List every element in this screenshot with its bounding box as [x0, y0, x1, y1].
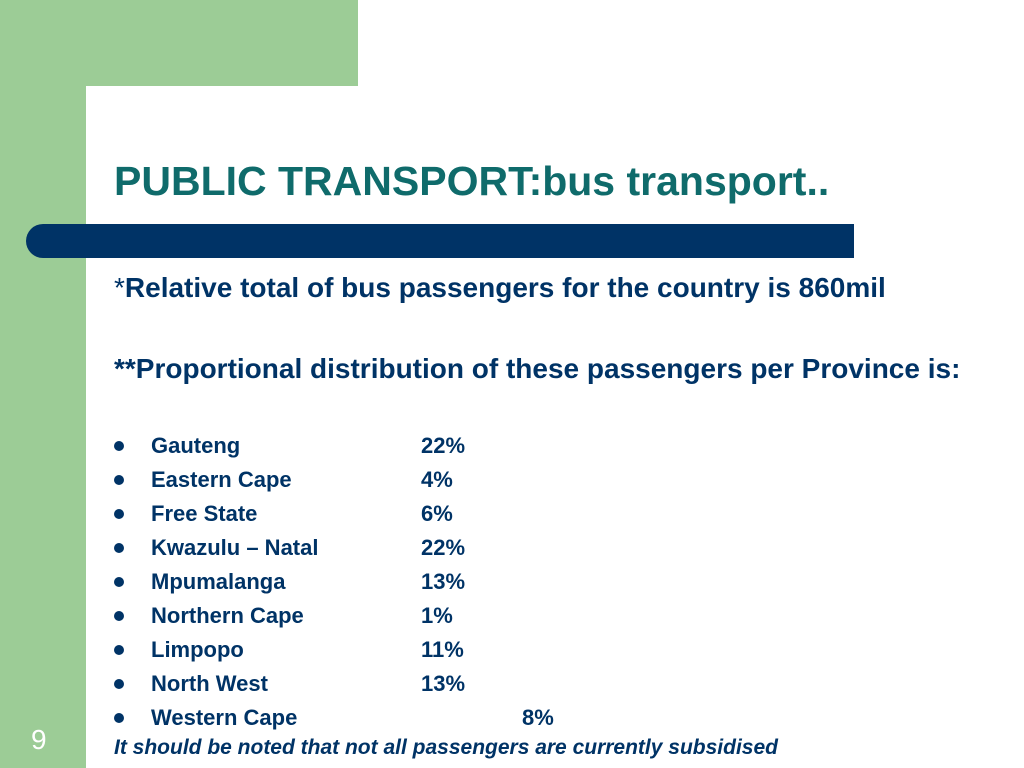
province-list: Gauteng 22% Eastern Cape 4% Free State 6…: [114, 429, 814, 735]
bullet-icon: [114, 577, 124, 587]
province-row-northern-cape: Northern Cape 1%: [114, 599, 814, 633]
bullet-icon: [114, 475, 124, 485]
bullet-icon: [114, 611, 124, 621]
bullet-icon: [114, 543, 124, 553]
title-underline-bar: [26, 224, 854, 258]
province-percent: 13%: [421, 671, 466, 696]
total-passengers-text: *Relative total of bus passengers for th…: [114, 270, 1001, 306]
province-row-eastern-cape: Eastern Cape 4%: [114, 463, 814, 497]
bullet-icon: [114, 713, 124, 723]
province-name: Mpumalanga: [151, 569, 286, 594]
province-percent: 4%: [421, 467, 453, 492]
province-name: North West: [151, 671, 268, 696]
left-green-band: [0, 0, 86, 768]
footnote-marker: *: [114, 272, 125, 303]
province-row-kwazulu-natal: Kwazulu – Natal 22%: [114, 531, 814, 565]
province-percent: 13%: [421, 569, 466, 594]
distribution-intro-text: **Proportional distribution of these pas…: [114, 353, 961, 384]
province-percent: 6%: [421, 501, 453, 526]
province-percent: 8%: [522, 705, 554, 730]
top-green-band: [0, 0, 358, 86]
province-percent: 1%: [421, 603, 453, 628]
bullet-icon: [114, 645, 124, 655]
province-row-gauteng: Gauteng 22%: [114, 429, 814, 463]
subsidy-note: It should be noted that not all passenge…: [114, 736, 778, 759]
province-row-limpopo: Limpopo 11%: [114, 633, 814, 667]
province-name: Kwazulu – Natal: [151, 535, 319, 560]
bullet-icon: [114, 441, 124, 451]
province-row-western-cape: Western Cape 8%: [114, 701, 814, 735]
slide-number: 9: [31, 724, 47, 755]
province-name: Western Cape: [151, 705, 298, 730]
bullet-icon: [114, 679, 124, 689]
province-row-free-state: Free State 6%: [114, 497, 814, 531]
province-name: Free State: [151, 501, 258, 526]
province-name: Limpopo: [151, 637, 244, 662]
content-panel: [86, 86, 1024, 768]
province-name: Northern Cape: [151, 603, 304, 628]
slide-title: PUBLIC TRANSPORT:bus transport..: [114, 158, 830, 204]
province-percent: 22%: [421, 535, 466, 560]
province-row-mpumalanga: Mpumalanga 13%: [114, 565, 814, 599]
bullet-icon: [114, 509, 124, 519]
total-passengers-label: Relative total of bus passengers for the…: [124, 272, 886, 303]
province-percent: 11%: [421, 637, 464, 662]
province-percent: 22%: [421, 433, 466, 458]
province-name: Gauteng: [151, 433, 241, 458]
province-row-north-west: North West 13%: [114, 667, 814, 701]
province-name: Eastern Cape: [151, 467, 292, 492]
